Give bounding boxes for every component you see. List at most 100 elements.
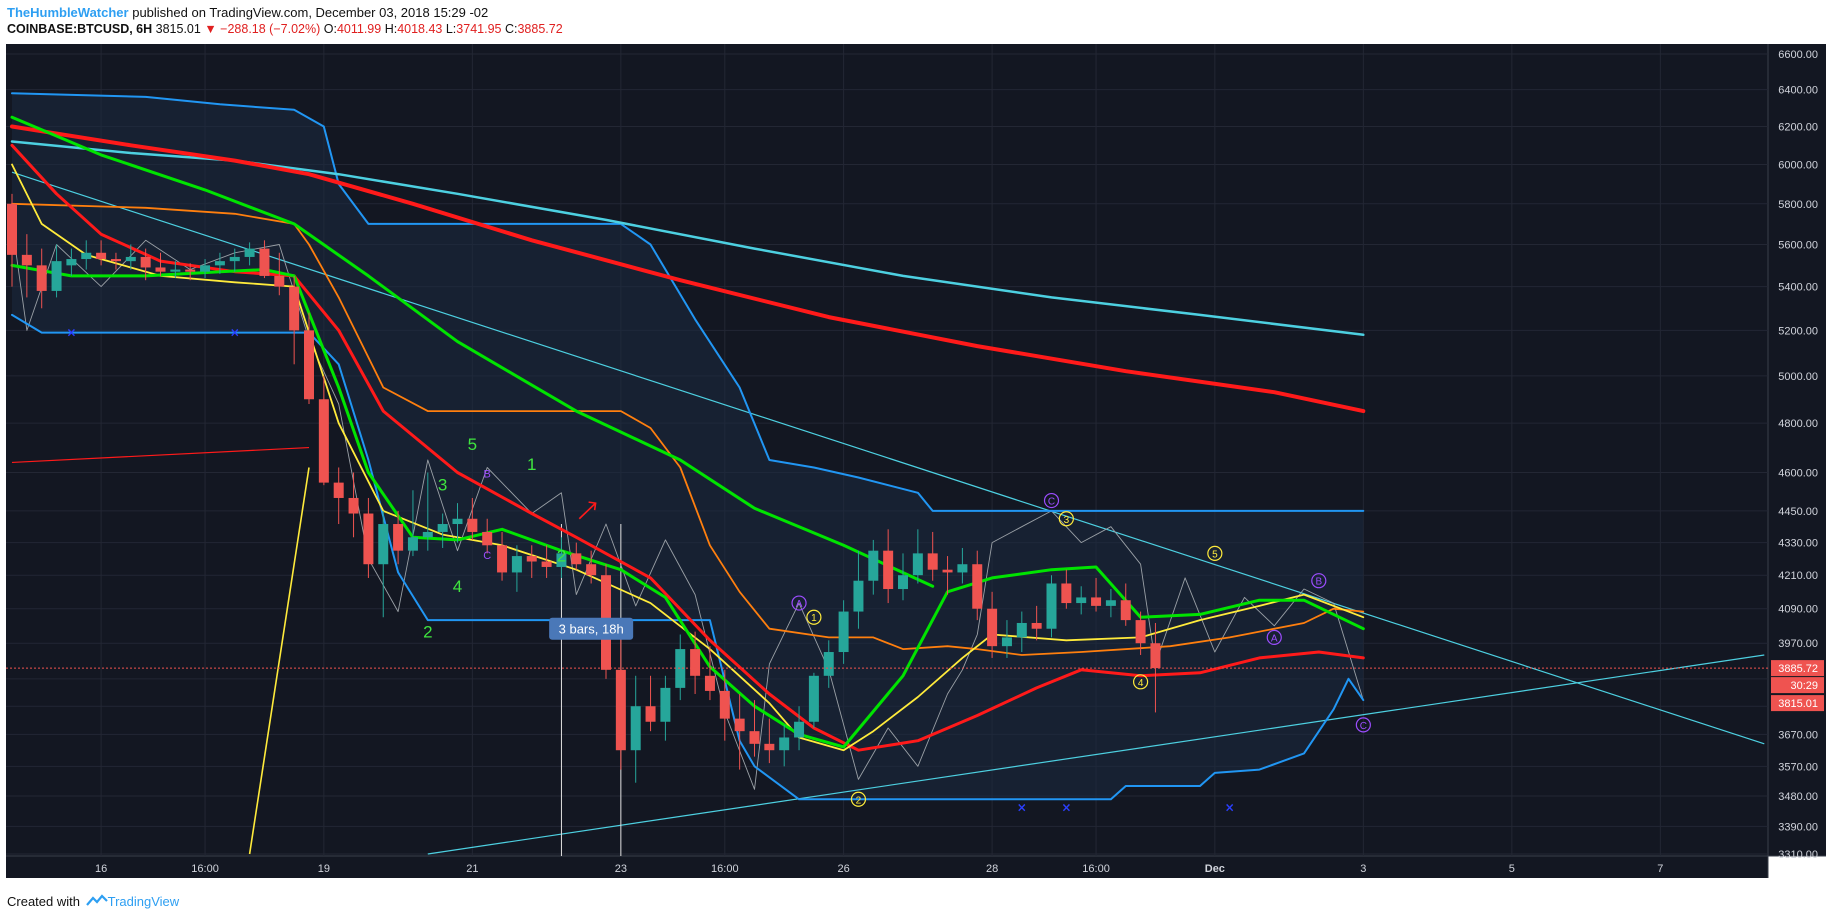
wave-label: 2 <box>856 795 862 806</box>
y-tick-label: 4210.00 <box>1778 570 1818 582</box>
red-marker-line <box>11 446 310 464</box>
candle-body <box>140 256 151 268</box>
candle-body <box>1135 620 1146 644</box>
x-tick-label: 23 <box>615 863 627 875</box>
wave-label: 1 <box>527 455 536 474</box>
x-tick-label: 16 <box>95 863 107 875</box>
x-marker: × <box>1225 801 1235 815</box>
wave-label: C <box>1360 721 1367 732</box>
x-tick-label: 16:00 <box>191 863 219 875</box>
candle-body <box>51 261 62 291</box>
red-arrow-head-icon <box>588 501 597 511</box>
candle-body <box>1016 622 1027 638</box>
candle-body <box>200 265 211 272</box>
candle-body <box>630 706 641 751</box>
yellow-vertical-line <box>248 467 310 855</box>
candle-body <box>1001 637 1012 647</box>
candle-body <box>808 675 819 722</box>
candle-body <box>229 256 240 262</box>
candle-body <box>21 254 32 266</box>
ema-fast-line <box>11 163 1365 752</box>
y-tick-label: 6200.00 <box>1778 121 1818 133</box>
x-tick-label: 19 <box>318 863 330 875</box>
close-value: 3885.72 <box>517 22 563 36</box>
candle-body <box>838 611 849 653</box>
y-tick-label: 4450.00 <box>1778 506 1818 518</box>
y-tick-label: 4800.00 <box>1778 418 1818 430</box>
wave-label: A <box>1271 633 1278 644</box>
y-tick-label: 3310.00 <box>1778 849 1818 861</box>
y-tick-label: 4090.00 <box>1778 604 1818 616</box>
time-axis <box>6 856 1768 878</box>
x-marker: × <box>1061 801 1071 815</box>
y-tick-label: 3570.00 <box>1778 761 1818 773</box>
candle-body <box>883 550 894 590</box>
last-price: 3815.01 <box>155 22 201 36</box>
y-tick-label: 3390.00 <box>1778 821 1818 833</box>
candle-body <box>1120 600 1131 621</box>
measure-label: 3 bars, 18h <box>559 622 624 637</box>
candle-body <box>185 269 196 272</box>
candle-body <box>422 531 433 538</box>
candle-body <box>259 248 270 276</box>
x-tick-label: 7 <box>1657 863 1663 875</box>
y-tick-label: 3670.00 <box>1778 729 1818 741</box>
publish-line: TheHumbleWatcher published on TradingVie… <box>7 5 488 20</box>
wave-label-circle <box>1058 511 1074 527</box>
candle-body <box>452 518 463 525</box>
y-tick-label: 5200.00 <box>1778 325 1818 337</box>
candle-body <box>690 649 701 676</box>
candle-body <box>779 737 790 751</box>
y-tick-label: 5000.00 <box>1778 371 1818 383</box>
wave-label-circle <box>1355 717 1371 733</box>
candle-body <box>1061 583 1072 604</box>
high-value: 4018.43 <box>397 22 443 36</box>
price-badge <box>1771 677 1824 694</box>
symbol-label: COINBASE:BTCUSD, 6H <box>7 22 153 36</box>
candle-body <box>853 580 864 612</box>
open-value: 4011.99 <box>336 22 382 36</box>
candle-body <box>1105 600 1116 606</box>
candle-body <box>333 482 344 498</box>
tradingview-brand[interactable]: TradingView <box>107 894 180 909</box>
candle-body <box>1031 622 1042 629</box>
candle-body <box>957 564 968 573</box>
wave-label-circle <box>1311 573 1327 589</box>
candle-body <box>764 743 775 751</box>
x-marker: × <box>1017 801 1027 815</box>
wave-label: 2 <box>557 547 566 566</box>
wave-label-circle <box>791 595 807 611</box>
x-marker: × <box>230 326 240 340</box>
change-arrow: ▼ <box>204 22 217 36</box>
low-label: L: <box>445 22 457 36</box>
candle-body <box>749 731 760 744</box>
y-tick-label: 5600.00 <box>1778 239 1818 251</box>
candle-body <box>704 675 715 691</box>
candle-body <box>407 537 418 551</box>
ema-red-long-line <box>10 124 1366 414</box>
x-tick-label: 16:00 <box>711 863 739 875</box>
candle-body <box>7 203 17 255</box>
x-tick-label: 28 <box>986 863 998 875</box>
candle-body <box>586 564 597 576</box>
wave-label-circle <box>1132 674 1149 690</box>
published-text: published on TradingView.com, December 0… <box>132 5 489 20</box>
candle-body <box>110 259 121 262</box>
candle-body <box>467 518 478 532</box>
candle-body <box>363 513 374 565</box>
author-link[interactable]: TheHumbleWatcher <box>7 5 129 20</box>
price-chart[interactable]: 6600.00 6400.00 6200.00 6000.00 5800.00 5600.… <box>0 42 1828 890</box>
measure-label-box <box>549 617 634 640</box>
y-tick-label: 3970.00 <box>1778 638 1818 650</box>
candle-body <box>378 524 389 565</box>
candle-body <box>972 564 983 609</box>
candle-body <box>615 669 626 751</box>
price-change: −288.18 (−7.02%) <box>220 22 321 36</box>
high-label: H: <box>384 22 398 36</box>
candle-body <box>526 556 537 562</box>
candle-body <box>734 718 745 732</box>
candle-body <box>125 256 136 262</box>
wave-label-circle <box>850 791 867 807</box>
candle-body <box>437 524 448 532</box>
candle-body <box>497 545 508 573</box>
